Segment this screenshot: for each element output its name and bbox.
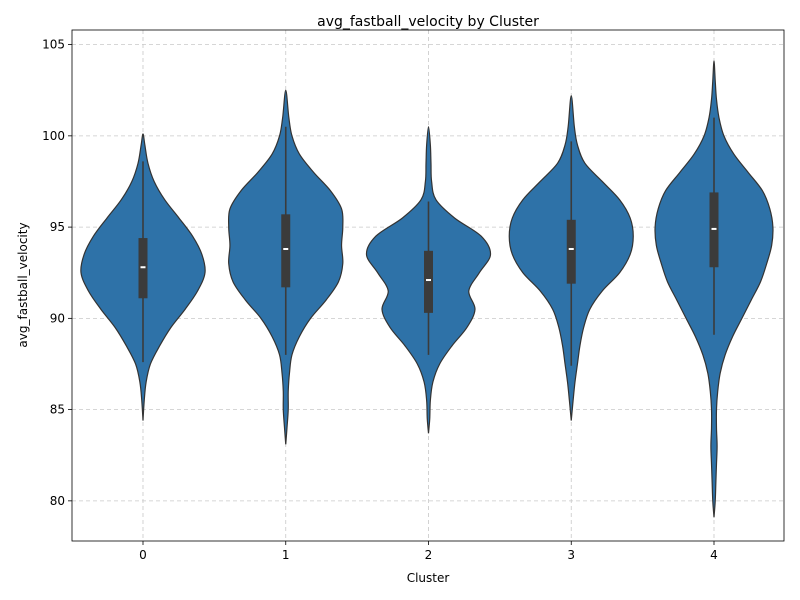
chart-title: avg_fastball_velocity by Cluster (317, 14, 539, 30)
y-tick-label: 80 (50, 494, 65, 508)
y-tick-label: 100 (42, 129, 65, 143)
y-axis-label: avg_fastball_velocity (16, 222, 30, 347)
iqr-box-cluster-2 (424, 251, 433, 313)
x-tick-label: 3 (567, 548, 575, 562)
x-tick-label: 4 (710, 548, 718, 562)
y-tick-label: 105 (42, 38, 65, 52)
x-tick-label: 1 (282, 548, 290, 562)
y-tick-label: 85 (50, 403, 65, 417)
iqr-box-cluster-1 (281, 214, 290, 287)
x-tick-label: 2 (425, 548, 433, 562)
y-tick-label: 95 (50, 220, 65, 234)
x-axis-label: Cluster (407, 571, 450, 585)
violins (81, 61, 773, 517)
iqr-box-cluster-3 (567, 220, 576, 284)
x-tick-label: 0 (139, 548, 147, 562)
y-tick-label: 90 (50, 311, 65, 325)
